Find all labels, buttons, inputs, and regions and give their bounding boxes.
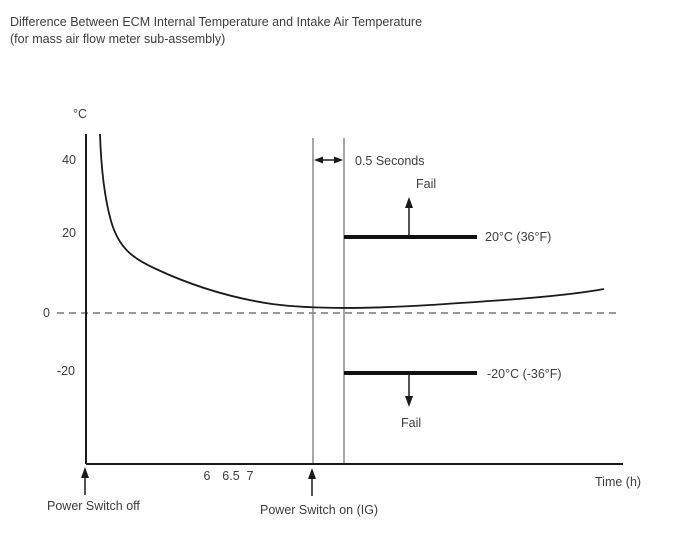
x-axis-label: Time (h) <box>595 475 642 489</box>
y-axis-unit-label: °C <box>73 107 88 121</box>
temperature-difference-curve <box>99 133 605 309</box>
y-tick-0: 0 <box>43 306 50 320</box>
chart-title-line2: (for mass air flow meter sub-assembly) <box>10 32 226 46</box>
fail-upper-label: Fail <box>416 177 437 191</box>
y-tick-40: 40 <box>62 153 76 167</box>
power-switch-off-label: Power Switch off <box>47 499 140 513</box>
fail-lower-label: Fail <box>401 416 422 430</box>
interval-double-arrow-icon <box>314 156 343 164</box>
interval-annotation-label: 0.5 Seconds <box>355 154 425 168</box>
power-switch-on-label: Power Switch on (IG) <box>260 503 379 517</box>
y-tick-minus20: -20 <box>56 364 75 378</box>
lower-threshold-label: -20°C (-36°F) <box>487 367 562 381</box>
upper-threshold-label: 20°C (36°F) <box>485 230 552 244</box>
power-off-arrow-icon <box>81 467 89 495</box>
x-tick-6: 6 <box>203 469 211 483</box>
x-tick-7: 7 <box>246 469 254 483</box>
fail-lower-arrow-icon <box>405 375 413 407</box>
power-on-arrow-icon <box>308 468 316 496</box>
x-tick-6-5: 6.5 <box>222 469 240 483</box>
chart-title-line1: Difference Between ECM Internal Temperat… <box>10 15 423 29</box>
fail-upper-arrow-icon <box>405 197 413 236</box>
y-tick-20: 20 <box>62 226 76 240</box>
